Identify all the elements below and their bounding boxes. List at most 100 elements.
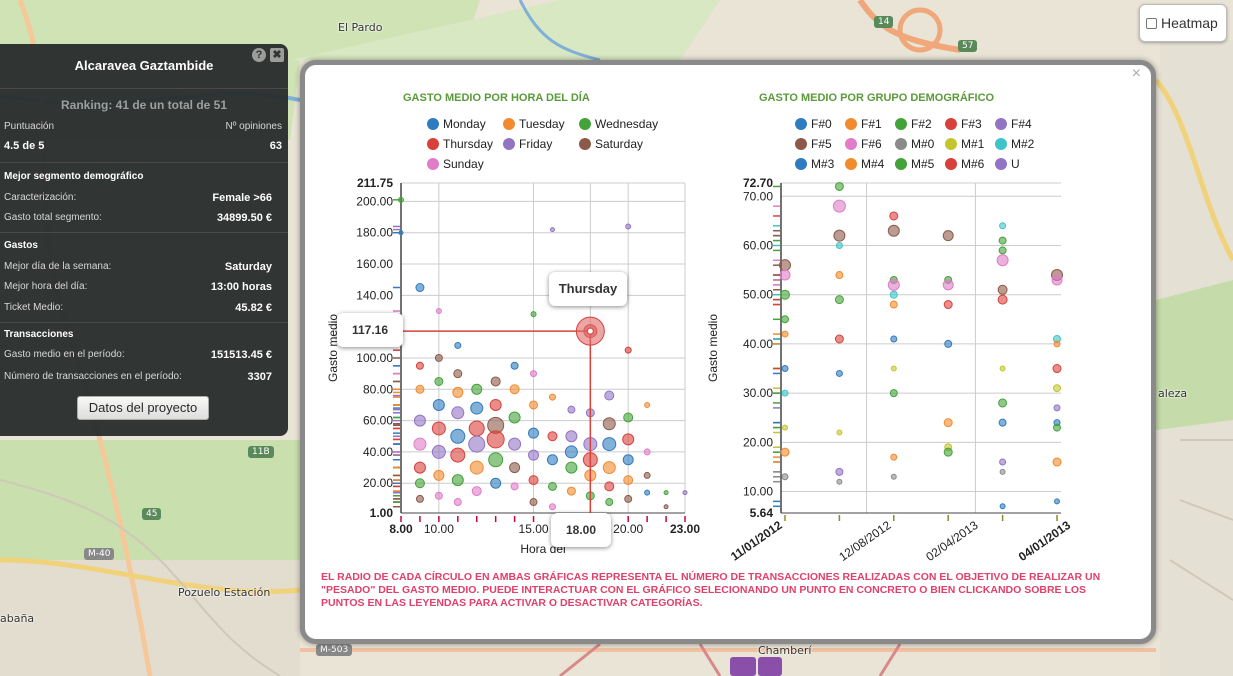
legend-item-saturday[interactable]: Saturday: [579, 137, 643, 151]
data-point[interactable]: [530, 311, 537, 318]
data-point[interactable]: [663, 490, 669, 496]
legend-dot[interactable]: [427, 118, 439, 130]
legend-item-m-2[interactable]: M#2: [995, 137, 1034, 151]
legend-item-m-6[interactable]: M#6: [945, 157, 984, 171]
data-point[interactable]: [602, 461, 616, 475]
data-point[interactable]: [470, 401, 484, 415]
data-point[interactable]: [602, 437, 617, 452]
data-point[interactable]: [453, 498, 462, 507]
data-point[interactable]: [1053, 384, 1061, 393]
data-point[interactable]: [471, 486, 482, 497]
data-point[interactable]: [450, 428, 466, 444]
data-point[interactable]: [999, 458, 1007, 466]
data-point[interactable]: [509, 462, 521, 474]
data-point[interactable]: [1052, 364, 1062, 374]
legend-item-friday[interactable]: Friday: [503, 137, 552, 151]
data-point[interactable]: [528, 427, 540, 439]
data-point[interactable]: [890, 365, 897, 372]
data-point[interactable]: [643, 448, 651, 456]
data-point[interactable]: [432, 398, 445, 411]
data-point[interactable]: [566, 486, 576, 496]
data-point[interactable]: [528, 449, 540, 461]
data-point[interactable]: [999, 365, 1006, 372]
legend-item-monday[interactable]: Monday: [427, 117, 486, 131]
data-point[interactable]: [565, 461, 578, 474]
data-point[interactable]: [529, 498, 538, 507]
data-point[interactable]: [510, 482, 519, 491]
legend-dot[interactable]: [503, 138, 515, 150]
data-point[interactable]: [604, 481, 615, 492]
data-point[interactable]: [548, 503, 556, 511]
data-point[interactable]: [415, 384, 425, 394]
data-point[interactable]: [624, 346, 632, 354]
data-point[interactable]: [602, 417, 616, 431]
data-point[interactable]: [398, 230, 404, 236]
data-point[interactable]: [779, 259, 791, 272]
data-point[interactable]: [779, 269, 791, 281]
data-point[interactable]: [490, 477, 502, 489]
data-point[interactable]: [415, 361, 424, 370]
data-point[interactable]: [509, 384, 520, 395]
data-point[interactable]: [943, 447, 953, 457]
data-point[interactable]: [998, 418, 1007, 427]
data-point[interactable]: [398, 196, 404, 203]
legend-dot[interactable]: [945, 138, 957, 150]
legend-item-m-0[interactable]: M#0: [895, 137, 934, 151]
data-point[interactable]: [510, 361, 519, 370]
data-point[interactable]: [431, 444, 446, 459]
legend-item-m-1[interactable]: M#1: [945, 137, 984, 151]
project-data-button[interactable]: Datos del proyecto: [77, 396, 209, 420]
legend-dot[interactable]: [427, 158, 439, 170]
data-point[interactable]: [486, 430, 505, 449]
data-point[interactable]: [997, 284, 1008, 295]
legend-item-wednesday[interactable]: Wednesday: [579, 117, 658, 131]
data-point[interactable]: [835, 241, 843, 249]
legend-item-m-5[interactable]: M#5: [895, 157, 934, 171]
data-point[interactable]: [450, 447, 466, 463]
data-point[interactable]: [434, 353, 443, 362]
legend-item-f-4[interactable]: F#4: [995, 117, 1032, 131]
data-point[interactable]: [999, 222, 1007, 230]
data-point[interactable]: [782, 424, 788, 431]
data-point[interactable]: [832, 199, 846, 213]
data-point[interactable]: [942, 230, 954, 242]
data-point[interactable]: [547, 431, 558, 442]
data-point[interactable]: [454, 341, 462, 349]
data-point[interactable]: [468, 435, 486, 453]
data-point[interactable]: [565, 430, 578, 443]
legend-dot[interactable]: [845, 158, 857, 170]
legend-dot[interactable]: [579, 118, 591, 130]
help-icon[interactable]: ?: [252, 48, 266, 62]
data-point[interactable]: [546, 454, 558, 466]
legend-dot[interactable]: [503, 118, 515, 130]
data-point[interactable]: [781, 473, 789, 481]
data-point[interactable]: [644, 489, 651, 496]
data-point[interactable]: [780, 447, 790, 457]
data-point[interactable]: [835, 467, 844, 476]
data-point[interactable]: [508, 437, 522, 451]
data-point[interactable]: [415, 494, 424, 503]
legend-item-m-4[interactable]: M#4: [845, 157, 884, 171]
data-point[interactable]: [433, 469, 445, 481]
data-point[interactable]: [835, 369, 843, 377]
data-point[interactable]: [469, 460, 484, 475]
legend-item-sunday[interactable]: Sunday: [427, 157, 484, 171]
data-point[interactable]: [413, 437, 427, 451]
data-point[interactable]: [998, 246, 1007, 255]
data-point[interactable]: [835, 271, 844, 280]
data-point[interactable]: [567, 405, 576, 414]
data-point[interactable]: [998, 398, 1008, 408]
close-icon[interactable]: ✖: [270, 48, 284, 62]
legend-dot[interactable]: [895, 158, 907, 170]
legend-dot[interactable]: [945, 118, 957, 130]
data-point[interactable]: [889, 389, 898, 398]
data-point[interactable]: [415, 283, 425, 293]
legend-dot[interactable]: [995, 158, 1007, 170]
legend-item-f-5[interactable]: F#5: [795, 137, 832, 151]
legend-dot[interactable]: [995, 138, 1007, 150]
data-point[interactable]: [781, 389, 789, 397]
data-point[interactable]: [625, 223, 632, 230]
data-point[interactable]: [1054, 498, 1060, 505]
legend-item-f-0[interactable]: F#0: [795, 117, 832, 131]
data-point[interactable]: [996, 254, 1009, 267]
